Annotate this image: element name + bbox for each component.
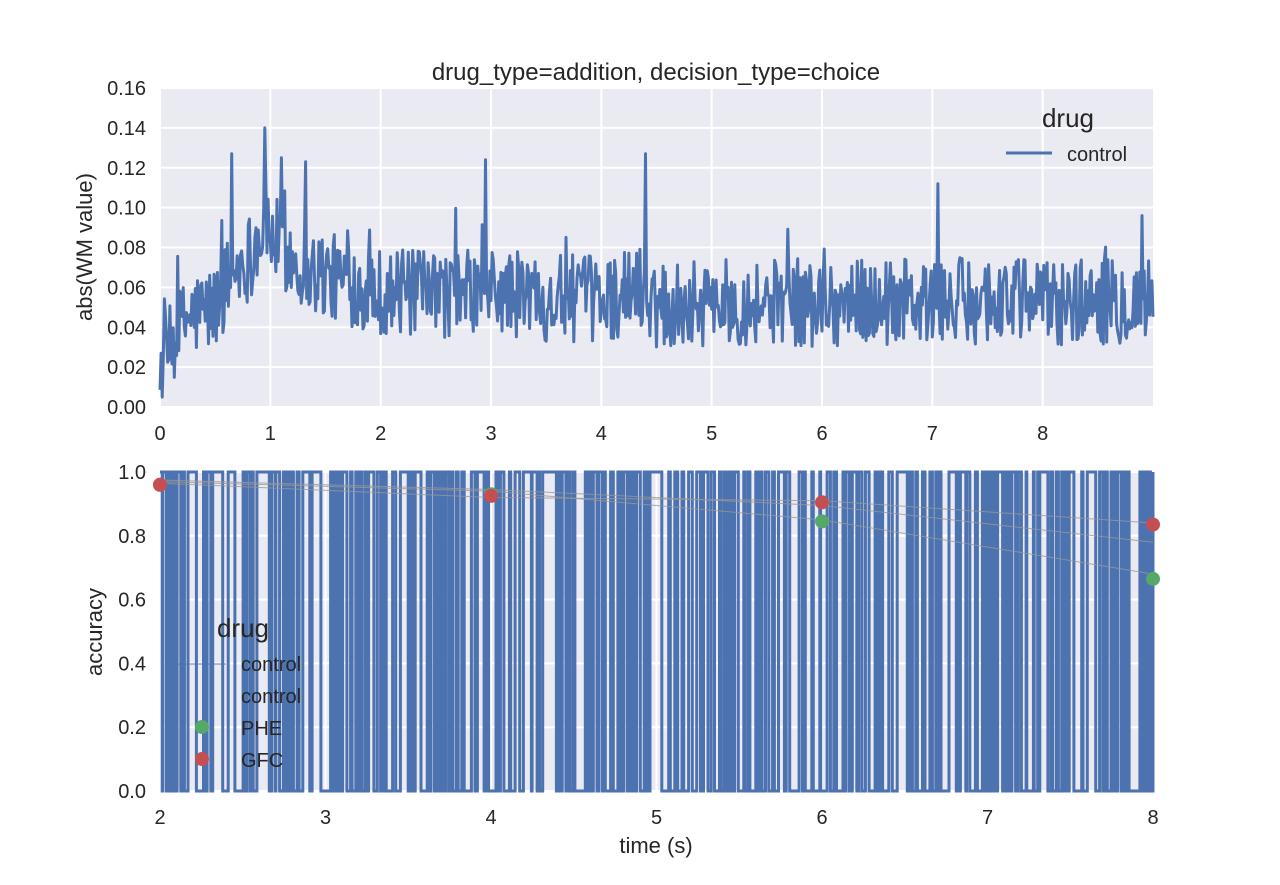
bottom-point-phe xyxy=(815,514,829,529)
bottom-y-tick-labels: 0.0 0.2 0.4 0.6 0.8 1.0 xyxy=(118,462,146,803)
bottom-legend-label-phe: PHE xyxy=(241,718,282,740)
top-x-tick-label: 3 xyxy=(485,423,496,445)
top-y-tick-label: 0.02 xyxy=(107,357,146,379)
bottom-legend-swatch-phe xyxy=(195,720,209,734)
bottom-faint-mean-line xyxy=(159,479,1154,543)
bottom-y-tick-label: 1.0 xyxy=(118,462,146,484)
bottom-x-tick-label: 7 xyxy=(982,807,993,829)
bottom-y-tick-label: 0.2 xyxy=(118,717,146,739)
top-y-tick-labels: 0.00 0.02 0.04 0.06 0.08 0.10 0.12 0.14 0.16 xyxy=(107,78,146,419)
bottom-point-gfc xyxy=(484,488,498,503)
top-series-control-line xyxy=(158,126,1155,399)
bottom-point-phe xyxy=(1146,571,1160,586)
bottom-y-tick-label: 0.6 xyxy=(118,590,146,612)
top-x-tick-label: 6 xyxy=(816,423,827,445)
top-gridlines xyxy=(159,87,1153,408)
top-y-tick-label: 0.00 xyxy=(107,397,146,419)
bottom-legend: drug control control PHE GFC xyxy=(178,613,301,772)
accuracy-panel: 2 3 4 5 6 7 8 0.0 0.2 0.4 0.6 0.8 1.0 time (s) accu… xyxy=(82,462,1160,858)
bottom-series-control-trace xyxy=(160,470,1155,793)
top-legend-label-control: control xyxy=(1067,144,1127,166)
top-y-tick-label: 0.14 xyxy=(107,118,146,140)
bottom-y-tick-label: 0.8 xyxy=(118,526,146,548)
top-y-tick-label: 0.04 xyxy=(107,317,146,339)
top-x-tick-labels: 0 1 2 3 4 5 6 7 8 xyxy=(154,423,1048,445)
bottom-faint-mean-line xyxy=(159,482,1154,524)
bottom-legend-label-gfc: GFC xyxy=(241,750,283,772)
top-legend: drug control xyxy=(1006,103,1127,166)
bottom-faint-mean-line xyxy=(159,481,1154,575)
bottom-y-tick-label: 0.0 xyxy=(118,781,146,803)
top-y-tick-label: 0.06 xyxy=(107,277,146,299)
bottom-x-tick-label: 3 xyxy=(320,807,331,829)
top-y-tick-label: 0.08 xyxy=(107,238,146,260)
top-legend-title: drug xyxy=(1042,103,1094,133)
top-y-axis-label: abs(WM value) xyxy=(72,173,97,321)
bottom-x-tick-label: 2 xyxy=(154,807,165,829)
bottom-series xyxy=(153,470,1160,793)
bottom-point-gfc xyxy=(153,477,167,492)
top-x-tick-label: 1 xyxy=(265,423,276,445)
top-y-tick-label: 0.10 xyxy=(107,198,146,220)
bottom-x-tick-label: 4 xyxy=(485,807,496,829)
bottom-legend-label-control-1: control xyxy=(241,654,301,676)
top-y-tick-label: 0.16 xyxy=(107,78,146,100)
bottom-point-gfc xyxy=(1146,517,1160,532)
bottom-x-tick-labels: 2 3 4 5 6 7 8 xyxy=(154,807,1158,829)
top-chart-title: drug_type=addition, decision_type=choice xyxy=(432,59,880,86)
bottom-legend-label-control-2: control xyxy=(241,686,301,708)
top-series-lines xyxy=(158,126,1155,399)
top-y-tick-label: 0.12 xyxy=(107,158,146,180)
top-x-tick-label: 7 xyxy=(927,423,938,445)
top-x-tick-label: 4 xyxy=(596,423,607,445)
bottom-legend-title: drug xyxy=(217,613,269,643)
bottom-x-tick-label: 8 xyxy=(1147,807,1158,829)
bottom-point-gfc xyxy=(815,495,829,510)
bottom-y-tick-label: 0.4 xyxy=(118,653,146,675)
bottom-x-axis-label: time (s) xyxy=(619,833,692,858)
bottom-y-axis-label: accuracy xyxy=(82,588,107,676)
bottom-x-tick-label: 5 xyxy=(651,807,662,829)
top-x-tick-label: 5 xyxy=(706,423,717,445)
top-x-tick-label: 2 xyxy=(375,423,386,445)
bottom-legend-swatch-gfc xyxy=(195,752,209,766)
bottom-x-tick-label: 6 xyxy=(816,807,827,829)
top-x-tick-label: 8 xyxy=(1037,423,1048,445)
top-x-tick-label: 0 xyxy=(154,423,165,445)
